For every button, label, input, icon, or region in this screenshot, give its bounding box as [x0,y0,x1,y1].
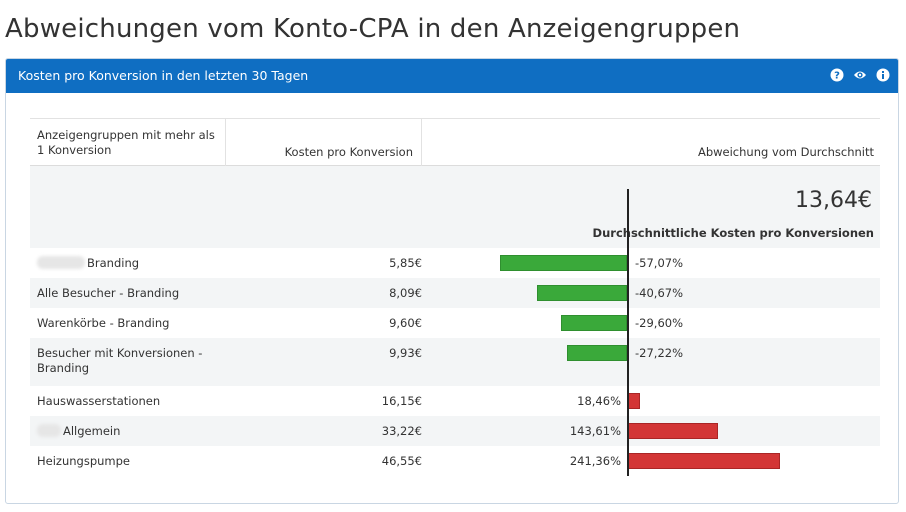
row-cost: 16,15€ [381,394,422,408]
deviation-label: -29,60% [635,316,683,330]
row-name: Heizungspumpe [37,454,217,469]
redacted-blur [37,256,85,269]
table-row: Alle Besucher - Branding 8,09€ -40,67% [30,278,880,308]
row-name-text: Warenkörbe - Branding [37,316,170,330]
average-block: 13,64€ Durchschnittliche Kosten pro Konv… [30,166,880,248]
svg-text:?: ? [834,71,840,82]
redacted-blur [37,424,61,437]
row-name: Warenkörbe - Branding [37,316,217,331]
panel-header: Kosten pro Konversion in den letzten 30 … [6,59,898,93]
table-row: Warenkörbe - Branding 9,60€ -29,60% [30,308,880,338]
deviation-label: -57,07% [635,256,683,270]
table-row: Branding 5,85€ -57,07% [30,248,880,278]
negative-deviation-bar [536,285,627,301]
row-name: Besucher mit Konversionen - Branding [37,346,217,376]
table-row: Allgemein 33,22€ 143,61% [30,416,880,446]
row-cost: 9,60€ [389,316,422,330]
header-group: Anzeigengruppen mit mehr als 1 Konversio… [30,119,226,166]
table-row: Hauswasserstationen 16,15€ 18,46% [30,386,880,416]
row-name-text: Alle Besucher - Branding [37,286,180,300]
header-deviation: Abweichung vom Durchschnitt [422,119,880,166]
row-name-text: Besucher mit Konversionen - Branding [37,346,203,375]
row-cost: 9,93€ [389,346,422,360]
deviation-label: 241,36% [569,454,621,468]
positive-deviation-bar [628,453,781,469]
panel-title: Kosten pro Konversion in den letzten 30 … [18,68,309,83]
cpa-panel: Kosten pro Konversion in den letzten 30 … [5,58,899,504]
row-cost: 33,22€ [381,424,422,438]
negative-deviation-bar [561,315,627,331]
row-name-text: Heizungspumpe [37,454,130,468]
row-name-text: Allgemein [63,424,121,438]
positive-deviation-bar [628,393,640,409]
deviation-label: 18,46% [577,394,621,408]
row-cost: 46,55€ [381,454,422,468]
row-cost: 8,09€ [389,286,422,300]
row-name: Alle Besucher - Branding [37,286,217,301]
row-name: Branding [37,256,217,271]
table-row: Besucher mit Konversionen - Branding 9,93… [30,338,880,386]
average-label: Durchschnittliche Kosten pro Konversione… [592,226,874,240]
eye-icon[interactable] [853,68,867,82]
negative-deviation-bar [500,255,627,271]
header-deviation-label: Abweichung vom Durchschnitt [697,145,874,159]
table-row: Heizungspumpe 46,55€ 241,36% [30,446,880,476]
row-name: Allgemein [37,424,217,439]
negative-deviation-bar [566,345,627,361]
panel-header-icons: ? [830,68,890,82]
page-title: Abweichungen vom Konto-CPA in den Anzeig… [5,14,741,44]
deviation-label: 143,61% [569,424,621,438]
deviation-label: -40,67% [635,286,683,300]
header-cost-label: Kosten pro Konversion [284,145,413,159]
row-name: Hauswasserstationen [37,394,217,409]
row-name-text: Hauswasserstationen [37,394,161,408]
help-icon[interactable]: ? [830,68,844,82]
table-header-row: Anzeigengruppen mit mehr als 1 Konversio… [30,118,880,166]
deviation-label: -27,22% [635,346,683,360]
positive-deviation-bar [628,423,719,439]
header-cost: Kosten pro Konversion [226,119,422,166]
average-value: 13,64€ [795,188,872,213]
row-cost: 5,85€ [389,256,422,270]
row-name-text: Branding [87,256,140,270]
info-icon[interactable] [876,68,890,82]
chart-axis [627,189,629,476]
